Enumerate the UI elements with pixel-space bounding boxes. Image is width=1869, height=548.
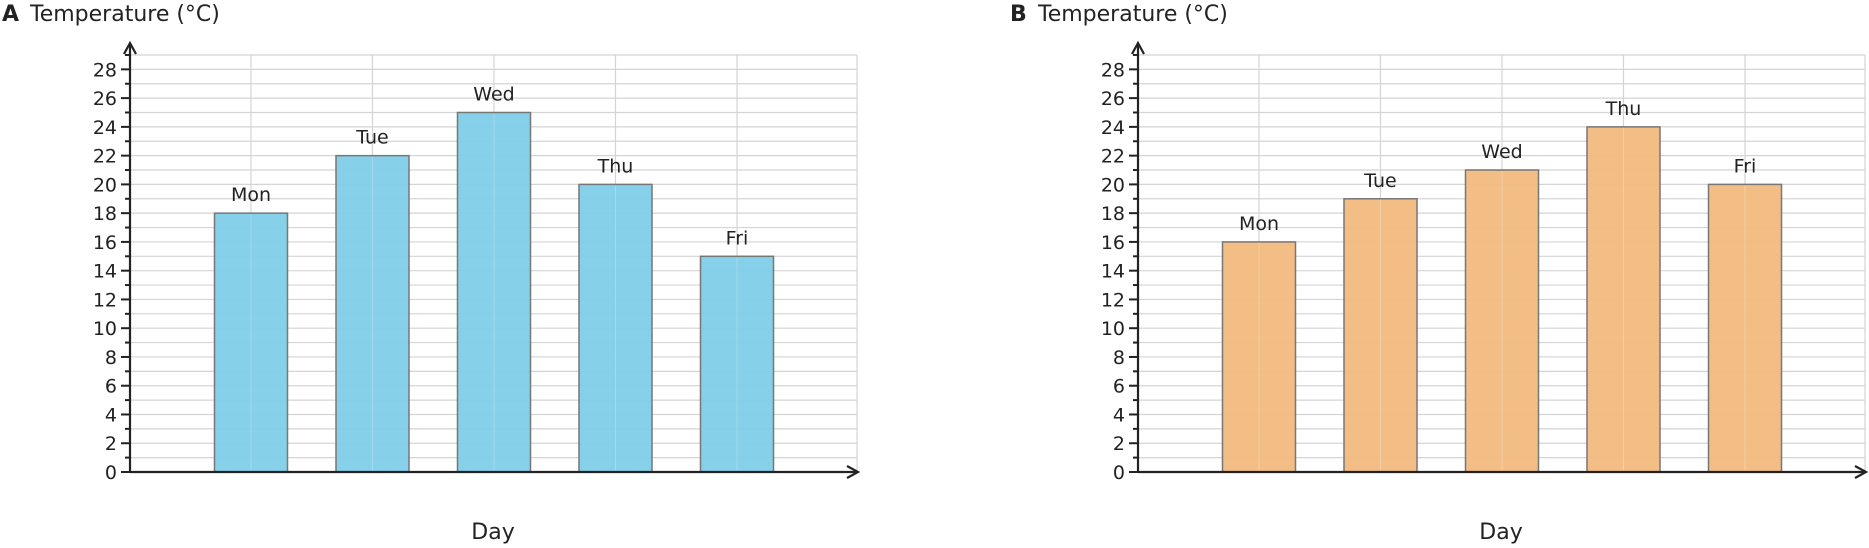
bar-label-fri: Fri [726,227,749,249]
bar-wed [1464,169,1540,473]
y-tick-label: 8 [105,347,117,369]
y-tick-label: 0 [1113,462,1125,484]
chart-panel-a: A Temperature (°C)MonTueWedThuFri02468101… [2,2,861,545]
y-tick-label: 18 [1101,203,1125,225]
panel-letter: A [2,2,19,27]
bar-label-wed: Wed [473,84,514,106]
y-tick-label: 14 [1101,261,1125,283]
y-tick-label: 12 [1101,289,1125,311]
y-tick-label: 14 [93,261,117,283]
chart-panel-b: B Temperature (°C)MonTueWedThuFri02468101… [1010,2,1869,545]
bar-label-mon: Mon [231,184,271,206]
x-axis-label: Day [1479,520,1522,545]
bar-tue [335,154,410,473]
y-tick-label: 16 [93,232,117,254]
y-tick-label: 10 [1101,318,1125,340]
y-tick-label: 10 [93,318,117,340]
bar-mon [1221,241,1297,473]
y-tick-label: 2 [105,433,117,455]
y-tick-label: 8 [1113,347,1125,369]
y-tick-label: 6 [1113,376,1125,398]
y-tick-label: 20 [93,174,117,196]
bar-tue [1343,198,1418,473]
y-tick-label: 26 [93,88,117,110]
bar-fri [699,255,775,473]
y-tick-label: 2 [1113,433,1125,455]
y-tick-label: 18 [93,203,117,225]
y-tick-label: 16 [1101,232,1125,254]
x-axis-arrow-icon [846,465,861,479]
y-tick-label: 22 [1101,146,1125,168]
bar-label-thu: Thu [597,155,634,177]
y-tick-label: 22 [93,146,117,168]
y-axis-label: Temperature (°C) [29,2,220,27]
y-tick-label: 24 [1101,117,1125,139]
y-tick-label: 12 [93,289,117,311]
bar-thu [1586,126,1661,473]
bar-label-tue: Tue [355,127,388,149]
x-axis-arrow-icon [1854,465,1869,479]
y-axis-label: Temperature (°C) [1037,2,1228,27]
panel-letter: B [1010,2,1027,27]
y-tick-label: 0 [105,462,117,484]
y-tick-label: 4 [105,404,117,426]
bar-label-fri: Fri [1734,155,1757,177]
y-tick-label: 28 [1101,59,1125,81]
y-tick-label: 24 [93,117,117,139]
bar-label-tue: Tue [1363,170,1396,192]
bar-fri [1707,183,1783,473]
bar-label-wed: Wed [1481,141,1522,163]
bar-label-thu: Thu [1605,98,1642,120]
y-tick-label: 26 [1101,88,1125,110]
bar-wed [456,111,532,473]
x-axis-label: Day [471,520,514,545]
y-tick-label: 6 [105,376,117,398]
y-tick-label: 20 [1101,174,1125,196]
bar-label-mon: Mon [1239,213,1279,235]
y-axis-arrow-icon [1131,40,1145,55]
y-axis-arrow-icon [123,40,137,55]
y-tick-label: 4 [1113,404,1125,426]
bar-thu [578,183,653,473]
bar-mon [213,212,289,473]
y-tick-label: 28 [93,59,117,81]
